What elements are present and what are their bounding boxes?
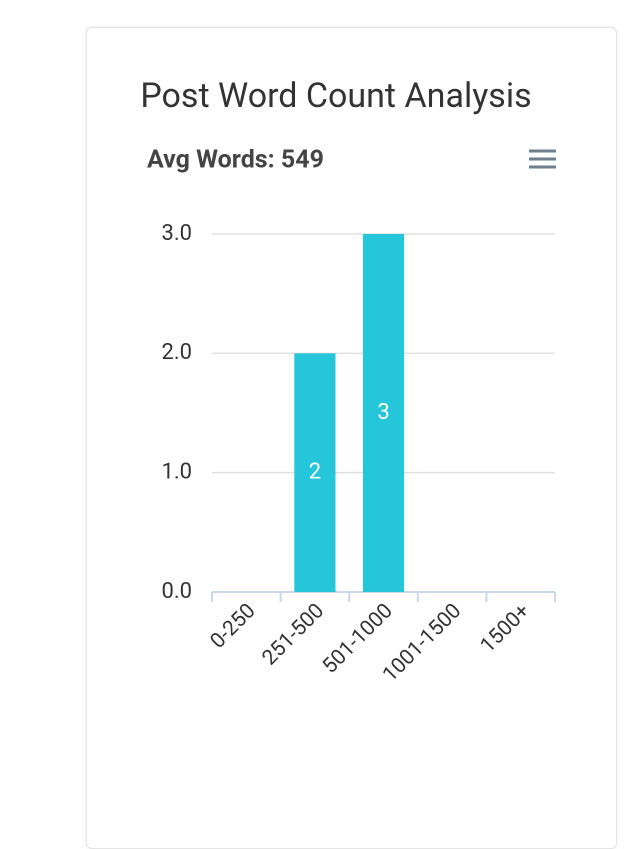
x-tick-label: 251-500	[258, 599, 329, 670]
data-label: 3	[377, 400, 389, 425]
bar	[362, 234, 405, 592]
card	[86, 27, 617, 849]
y-tick-label: 1.0	[161, 459, 192, 484]
chart-subtitle: Avg Words: 549	[147, 146, 324, 175]
x-tick-label: 1500+	[476, 599, 535, 658]
page: Post Word Count Analysis Avg Words: 549 …	[86, 27, 617, 849]
chart-title: Post Word Count Analysis	[140, 76, 531, 116]
y-tick-label: 0.0	[161, 579, 192, 604]
chart: Post Word Count Analysis Avg Words: 549 …	[140, 76, 556, 687]
menu-button[interactable]	[529, 149, 556, 169]
y-tick-label: 2.0	[161, 340, 192, 365]
data-label: 2	[309, 459, 321, 484]
bar	[294, 353, 336, 592]
x-tick-label: 0-250	[206, 599, 260, 653]
y-tick-label: 3.0	[161, 221, 192, 246]
